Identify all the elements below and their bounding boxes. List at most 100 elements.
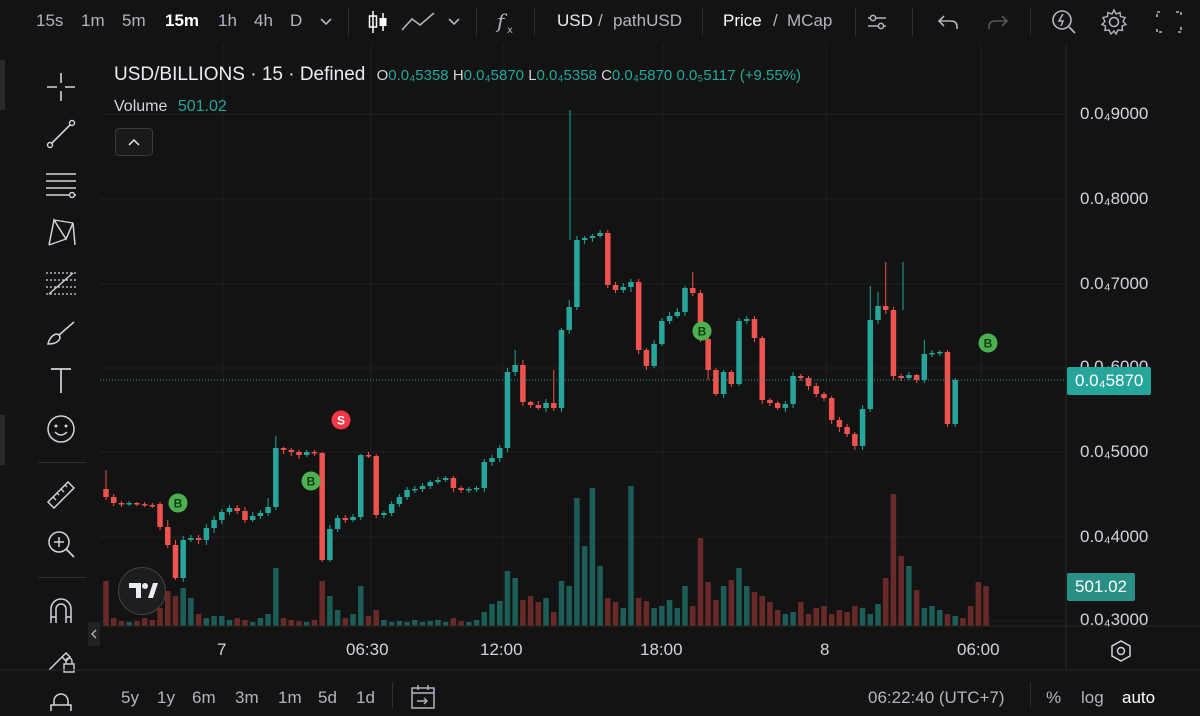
gear-icon[interactable] <box>1099 7 1129 42</box>
volume-bar <box>852 606 858 626</box>
range-5y[interactable]: 5y <box>121 688 139 707</box>
clock-time[interactable]: 06:22:40 (UTC+7) <box>868 688 1005 707</box>
trade-markers: B B S B B <box>168 321 998 513</box>
chevron-down-icon[interactable] <box>446 13 462 34</box>
interval-15s[interactable]: 15s <box>36 11 64 30</box>
volume-bar <box>489 604 495 626</box>
volume-bar <box>288 620 295 626</box>
lock-icon[interactable] <box>44 691 78 711</box>
open-value: 0.0₄5358 <box>388 67 449 84</box>
candle-body <box>211 520 217 528</box>
time-tick: 8 <box>820 640 830 659</box>
interval-5m[interactable]: 5m <box>122 11 146 30</box>
candle-body <box>327 529 333 560</box>
crosshair-icon[interactable] <box>44 70 78 104</box>
range-5d[interactable]: 5d <box>318 688 337 707</box>
candle-body <box>574 240 580 307</box>
volume-bar <box>612 602 619 626</box>
volume-bar <box>767 602 773 626</box>
text-tool-icon[interactable] <box>44 363 78 397</box>
candle-body <box>597 233 603 236</box>
zoom-in-icon[interactable] <box>44 527 78 561</box>
path-label[interactable]: pathUSD <box>613 11 682 30</box>
volume-bar <box>759 596 765 626</box>
volume-bar <box>296 621 302 626</box>
redo-icon[interactable] <box>986 12 1010 37</box>
auto-toggle[interactable]: auto <box>1122 688 1156 707</box>
tradingview-logo[interactable] <box>118 567 166 615</box>
candle-body <box>412 489 418 491</box>
trade-marker <box>168 493 188 513</box>
time-tick: 06:00 <box>957 640 1000 659</box>
quote-currency[interactable]: USD <box>557 11 593 30</box>
candle-body <box>149 505 156 507</box>
volume-bar <box>913 590 920 626</box>
candle-body <box>882 306 889 310</box>
settings-sliders-icon[interactable] <box>866 12 888 37</box>
volume-bar <box>744 586 750 626</box>
chevron-down-icon[interactable] <box>318 13 334 34</box>
candles-chart-type-icon[interactable] <box>366 9 390 40</box>
volume-bar <box>728 580 735 626</box>
emoji-icon[interactable] <box>44 412 78 446</box>
toolbar-divider <box>38 577 86 578</box>
volume-bar <box>929 606 935 626</box>
volume-bar <box>442 622 449 626</box>
range-1d[interactable]: 1d <box>356 688 375 707</box>
volume-bar <box>118 621 125 626</box>
volume-bar <box>705 582 711 626</box>
collapse-legend-button[interactable] <box>115 128 153 156</box>
range-6m[interactable]: 6m <box>192 688 216 707</box>
undo-icon[interactable] <box>936 12 960 37</box>
candle-body <box>921 354 928 380</box>
fib-retracement-icon[interactable] <box>44 267 78 301</box>
candle-body <box>937 352 943 354</box>
candle-body <box>203 528 210 540</box>
ruler-icon[interactable] <box>44 478 78 512</box>
interval-d[interactable]: D <box>290 11 303 30</box>
volume-bar <box>867 614 874 626</box>
interval-15m[interactable]: 15m <box>165 11 200 30</box>
time-tick: 06:30 <box>346 640 389 659</box>
candle-body <box>172 545 179 578</box>
pattern-icon[interactable] <box>44 215 78 249</box>
scroll-left-button[interactable] <box>88 622 100 646</box>
log-toggle[interactable]: log <box>1081 688 1104 707</box>
quick-search-icon[interactable] <box>1050 8 1078 41</box>
bottom-divider <box>392 682 393 708</box>
line-chart-icon[interactable] <box>400 10 436 39</box>
volume-bar <box>435 620 441 626</box>
candle-body <box>759 338 765 400</box>
trend-line-icon[interactable] <box>44 117 78 151</box>
interval-1m[interactable]: 1m <box>81 11 105 30</box>
range-1m[interactable]: 1m <box>278 688 302 707</box>
lock-drawings-icon[interactable] <box>44 642 78 676</box>
price-toggle[interactable]: Price <box>723 11 762 30</box>
candle-body <box>944 352 951 424</box>
candle-body <box>165 527 171 545</box>
range-3m[interactable]: 3m <box>235 688 259 707</box>
go-to-date-icon[interactable] <box>408 683 438 716</box>
magnet-icon[interactable] <box>44 593 78 627</box>
volume-bar <box>782 614 789 626</box>
interval-1h[interactable]: 1h <box>218 11 237 30</box>
brush-icon[interactable] <box>44 316 78 350</box>
volume-bars <box>103 486 989 626</box>
symbol-title[interactable]: USD/BILLIONS · 15 · Defined <box>114 64 366 85</box>
fullscreen-icon[interactable] <box>1154 9 1184 40</box>
mcap-toggle[interactable]: MCap <box>787 11 833 30</box>
candle-body <box>303 452 310 455</box>
candle-body <box>674 312 681 316</box>
candle-body <box>504 372 511 448</box>
time-tick: 7 <box>217 640 227 659</box>
candle-body <box>913 375 920 380</box>
interval-4h[interactable]: 4h <box>254 11 273 30</box>
candle-body <box>226 508 233 512</box>
settings-hex-icon[interactable] <box>1108 638 1134 669</box>
range-1y[interactable]: 1y <box>157 688 175 707</box>
percent-toggle[interactable]: % <box>1046 688 1062 707</box>
volume-bar <box>720 586 727 626</box>
horizontal-lines-icon[interactable] <box>44 166 78 200</box>
